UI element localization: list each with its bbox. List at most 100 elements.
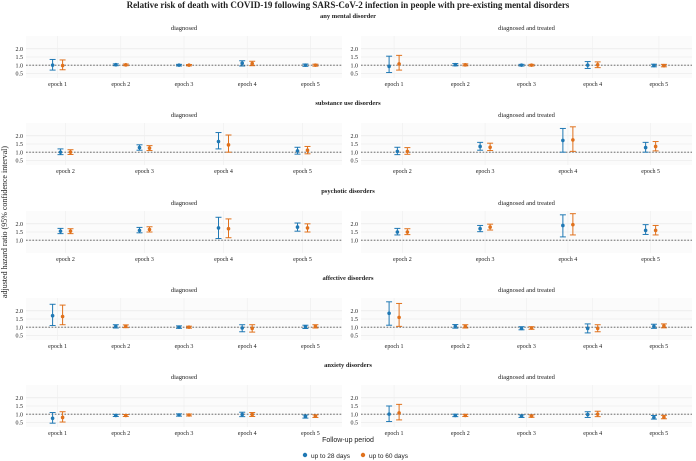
x-tick-label: epoch 5 [649, 82, 668, 88]
y-tick-label: 1.5 [351, 230, 359, 236]
row-2: substance use disorders diagnosed 0.5 1.0 1.… [16, 100, 692, 175]
point-estimate [643, 228, 648, 233]
y-tick-label: 1.0 [351, 412, 359, 418]
point-estimate [595, 63, 600, 67]
x-tick-label: epoch 4 [558, 257, 577, 263]
point-estimate [662, 63, 666, 68]
y-tick-label: 1.5 [16, 230, 24, 236]
x-tick-label: epoch 3 [135, 257, 154, 263]
y-tick-label: 0.5 [16, 334, 24, 340]
point-estimate [395, 230, 400, 234]
panel-subtitle: diagnosed [171, 200, 198, 207]
panel-subtitle: diagnosed [171, 25, 198, 32]
point-estimate [653, 144, 658, 149]
point-estimate [463, 413, 468, 418]
y-tick-label: 2.0 [16, 222, 24, 228]
panel-subtitle: diagnosed and treated [498, 287, 555, 294]
panel-diagnosed: diagnosed 0.5 1.0 1.5 2.0 epoch 1 epoch 2 epoch… [16, 374, 342, 437]
point-estimate [187, 325, 191, 329]
y-tick-label: 1.0 [16, 325, 24, 331]
x-tick-label: epoch 5 [641, 169, 660, 175]
x-tick-label: epoch 5 [301, 82, 320, 88]
point-estimate [387, 412, 391, 416]
x-tick-label: epoch 2 [111, 82, 130, 88]
legend-marker-60-days [360, 452, 366, 458]
point-estimate [114, 413, 118, 418]
x-tick-label: epoch 1 [385, 82, 404, 88]
panels-group: any mental disorder diagnosed 0.5 1.0 1.5 2.0… [16, 13, 692, 437]
point-estimate [519, 63, 524, 67]
point-estimate [147, 227, 152, 232]
y-tick-label: 1.0 [351, 150, 359, 156]
point-estimate [561, 138, 565, 143]
x-tick-label: epoch 2 [56, 169, 75, 175]
row-1: any mental disorder diagnosed 0.5 1.0 1.5 2.0… [16, 13, 692, 88]
row-5: anxiety disorders diagnosed 0.5 1.0 1.5 2.0 ep… [16, 362, 692, 437]
panel-diagnosed-and-treated: diagnosed and treated 0.5 1.0 1.5 2.0 epoch 2… [351, 112, 692, 175]
y-tick-label: 2.0 [351, 47, 359, 53]
y-tick-label: 1.5 [351, 404, 359, 410]
x-tick-label: epoch 1 [385, 344, 404, 350]
point-estimate [585, 63, 590, 67]
legend: Follow-up period up to 28 days up to 60 … [302, 437, 409, 460]
point-estimate [250, 412, 254, 417]
point-estimate [585, 412, 590, 417]
x-tick-label: epoch 3 [517, 431, 536, 437]
point-estimate [250, 61, 254, 66]
point-estimate [68, 150, 73, 154]
point-estimate [453, 413, 458, 418]
y-tick-label: 1.0 [16, 150, 24, 156]
row-3: psychotic disorders diagnosed 1.0 1.5 2.0 epo… [16, 188, 692, 263]
x-tick-label: epoch 4 [214, 257, 233, 263]
point-estimate [529, 414, 534, 418]
point-estimate [303, 63, 308, 67]
point-estimate [387, 64, 391, 69]
point-estimate [114, 62, 118, 67]
point-estimate [177, 413, 181, 417]
point-estimate [397, 315, 401, 320]
panel-diagnosed: diagnosed 1.0 1.5 2.0 epoch 2 epoch 3 epoch 4 e… [16, 200, 342, 263]
point-estimate [60, 63, 65, 68]
point-estimate [303, 414, 308, 419]
point-estimate [313, 324, 318, 329]
x-tick-label: epoch 3 [135, 169, 154, 175]
y-tick-label: 1.0 [16, 412, 24, 418]
point-estimate [60, 314, 65, 319]
point-estimate [643, 145, 648, 150]
point-estimate [463, 63, 468, 67]
panel-subtitle: diagnosed and treated [498, 112, 555, 119]
point-estimate [137, 228, 142, 233]
point-estimate [216, 139, 221, 144]
y-tick-label: 0.5 [16, 421, 24, 427]
legend-title: Follow-up period [322, 437, 374, 444]
y-tick-label: 1.5 [351, 55, 359, 61]
x-tick-label: epoch 2 [393, 169, 412, 175]
panel-diagnosed: diagnosed 0.5 1.0 1.5 2.0 epoch 2 epoch 3 epoch… [16, 112, 342, 175]
y-tick-label: 2.0 [16, 309, 24, 315]
point-estimate [652, 415, 656, 420]
point-estimate [488, 225, 492, 229]
y-tick-label: 2.0 [351, 309, 359, 315]
panel-diagnosed-and-treated: diagnosed and treated 1.0 1.5 2.0 epoch 2 epo… [351, 200, 692, 263]
point-estimate [662, 415, 666, 419]
point-estimate [571, 138, 575, 142]
point-estimate [68, 229, 73, 233]
legend-label-60-days: up to 60 days [369, 453, 409, 460]
point-estimate [295, 225, 300, 229]
point-estimate [571, 222, 575, 227]
point-estimate [395, 149, 400, 154]
x-tick-label: epoch 5 [649, 344, 668, 350]
x-tick-label: epoch 5 [293, 169, 312, 175]
x-tick-label: epoch 5 [301, 344, 320, 350]
x-tick-label: epoch 4 [583, 431, 602, 437]
x-tick-label: epoch 3 [517, 82, 536, 88]
point-estimate [653, 228, 658, 233]
y-tick-label: 2.0 [16, 134, 24, 140]
x-tick-label: epoch 5 [301, 431, 320, 437]
point-estimate [216, 226, 221, 230]
panel-subtitle: diagnosed and treated [498, 25, 555, 32]
y-tick-label: 0.5 [351, 72, 359, 78]
x-tick-label: epoch 5 [293, 257, 312, 263]
point-estimate [652, 63, 656, 68]
